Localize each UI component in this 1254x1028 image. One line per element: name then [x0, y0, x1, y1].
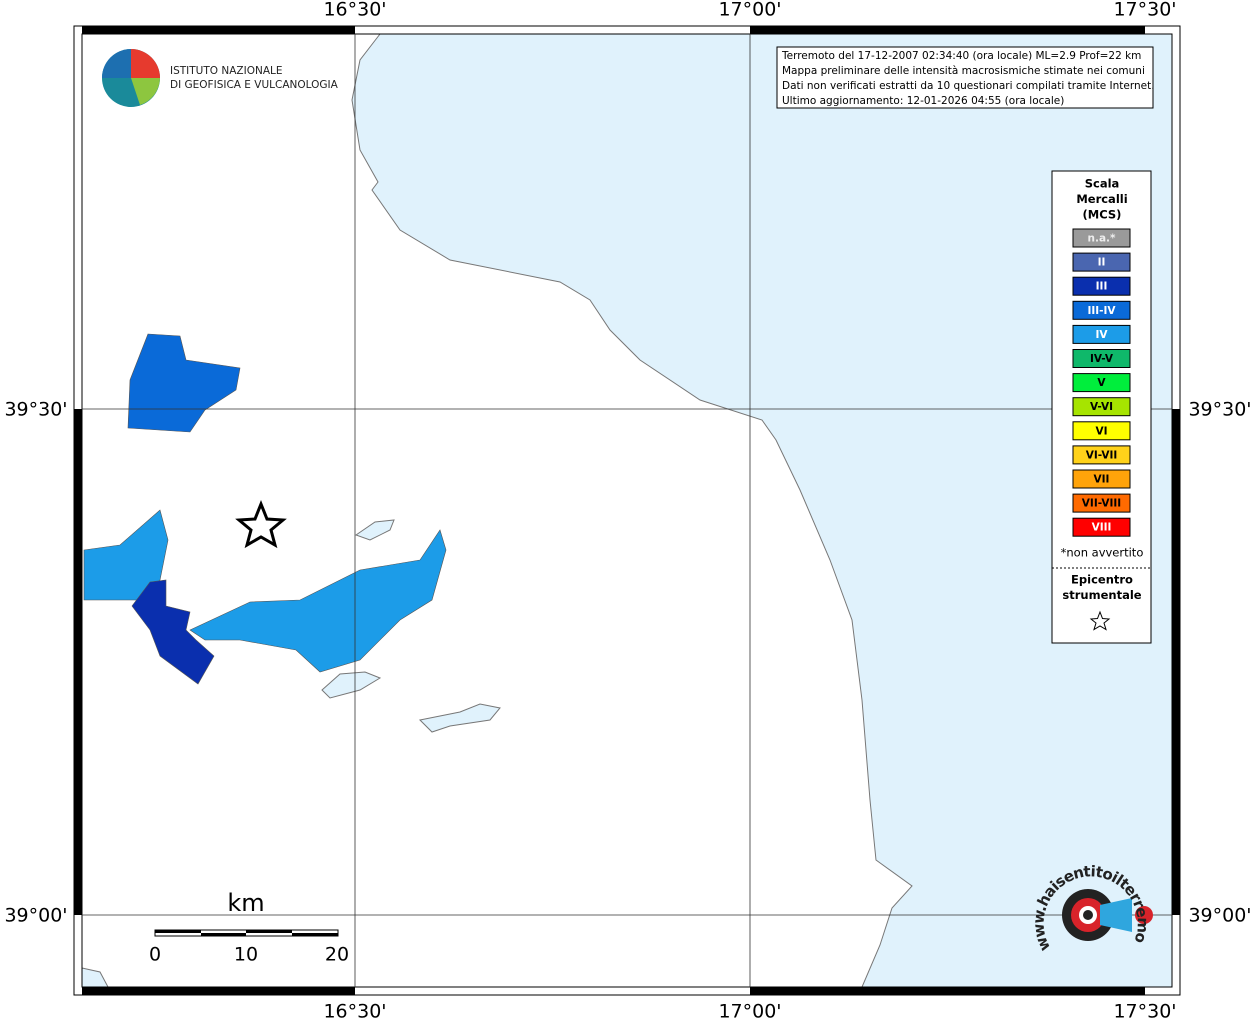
sea [351, 33, 1173, 988]
lake [418, 703, 501, 733]
scale-bar: km 0 10 20 [149, 889, 349, 966]
info-line: Terremoto del 17-12-2007 02:34:40 (ora l… [781, 50, 1141, 62]
legend-label: III-IV [1087, 305, 1116, 317]
info-text: Terremoto del 17-12-2007 02:34:40 (ora l… [781, 50, 1155, 107]
intensity-region [189, 529, 447, 673]
legend-note: *non avvertito [1061, 546, 1144, 560]
scale-unit: km [227, 889, 264, 917]
legend-swatch [1072, 397, 1131, 417]
epicentre [235, 499, 287, 549]
lat-label: 39°30' [1188, 399, 1251, 421]
lat-label: 39°30' [4, 399, 67, 421]
lon-label: 16°30' [323, 1001, 386, 1023]
info-line: Mappa preliminare delle intensità macros… [782, 65, 1145, 77]
legend-star [1089, 610, 1111, 631]
legend-label: VIII [1092, 522, 1112, 534]
legend-title: (MCS) [1083, 208, 1122, 222]
legend-label: V [1097, 377, 1106, 389]
lon-label: 17°00' [718, 0, 781, 21]
legend-swatch [1072, 373, 1131, 393]
legend: ScalaMercalli(MCS)n.a.*IIIIIIII-IVIVIV-V… [1052, 177, 1151, 631]
legend-swatch [1072, 493, 1131, 513]
lake [321, 671, 382, 699]
legend-label: V-VI [1090, 401, 1113, 413]
legend-label: VI [1095, 425, 1107, 437]
legend-swatch [1072, 517, 1131, 537]
logo-text: ISTITUTO NAZIONALE [170, 65, 283, 77]
legend-label: VII [1094, 474, 1110, 486]
legend-swatch [1072, 276, 1131, 296]
legend-label: IV-V [1090, 353, 1114, 365]
logo-text: DI GEOFISICA E VULCANOLOGIA [170, 79, 339, 91]
intensity-region [127, 333, 241, 433]
legend-swatch [1072, 252, 1131, 272]
ingv-logo: ISTITUTO NAZIONALE DI GEOFISICA E VULCAN… [102, 49, 339, 107]
lat-label: 39°00' [4, 905, 67, 927]
legend-epicentre: strumentale [1062, 588, 1141, 602]
legend-title: Mercalli [1076, 192, 1127, 206]
axis-labels: 16°30' 17°00' 17°30' 16°30' 17°00' 17°30… [4, 0, 1251, 1023]
scale-tick: 20 [325, 944, 349, 966]
map-border [81, 33, 1173, 988]
legend-swatch [1072, 349, 1131, 368]
legend-swatch [1072, 324, 1131, 344]
info-line: Ultimo aggiornamento: 12-01-2026 04:55 (… [782, 95, 1064, 107]
info-box [776, 46, 1154, 109]
scale-tick: 0 [149, 944, 161, 966]
lon-label: 17°30' [1113, 0, 1176, 21]
legend-label: VII-VIII [1082, 498, 1121, 510]
lon-label: 16°30' [323, 0, 386, 21]
lake [354, 519, 395, 541]
frame-bars [74, 26, 1180, 995]
intensity-region [131, 579, 215, 685]
lat-label: 39°00' [1188, 905, 1251, 927]
legend-label: n.a.* [1087, 233, 1116, 245]
legend-label: III [1096, 281, 1108, 293]
lon-label: 17°30' [1113, 1001, 1176, 1023]
legend-label: VI-VII [1086, 449, 1118, 461]
lon-label: 17°00' [718, 1001, 781, 1023]
scale-tick: 10 [234, 944, 258, 966]
intensity-region [83, 509, 169, 601]
graticule [82, 34, 1172, 987]
legend-swatch [1072, 228, 1131, 248]
legend-swatch [1072, 469, 1131, 489]
legend-swatch [1072, 445, 1131, 465]
legend-epicentre: Epicentro [1071, 573, 1133, 587]
legend-label: II [1098, 257, 1106, 269]
info-line: Dati non verificati estratti da 10 quest… [782, 80, 1155, 92]
legend-label: IV [1095, 329, 1108, 341]
legend-swatch [1072, 300, 1131, 320]
legend-title: Scala [1085, 177, 1120, 191]
legend-swatch [1072, 421, 1131, 441]
